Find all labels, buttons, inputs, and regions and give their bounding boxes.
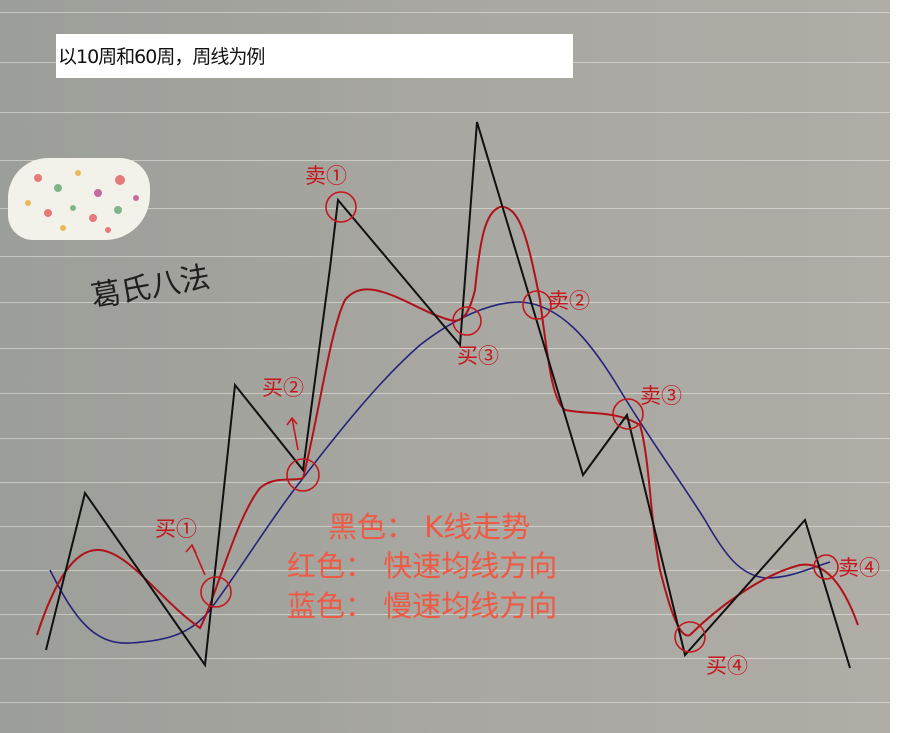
caption: 以10周和60周，周线为例 [58,46,265,68]
signal-circle-sell3 [612,398,644,430]
label-sell2: 卖② [548,289,590,313]
legend-blue: 蓝色： 慢速均线方向 [287,589,558,623]
signal-circle-buy2 [286,458,320,492]
label-sell4: 卖④ [838,556,880,580]
label-buy2: 买② [262,376,304,400]
signal-circle-buy4 [674,621,706,653]
legend-red: 红色： 快速均线方向 [287,549,558,583]
label-buy4: 买④ [706,654,748,678]
label-buy1: 买① [155,517,197,541]
arrow-buy1 [185,543,206,576]
legend-black: 黑色： K线走势 [328,510,531,544]
signal-circle-sell4 [813,554,839,580]
label-sell3: 卖③ [640,384,682,408]
chart-lines [36,121,859,669]
signal-circle-sell1 [325,191,357,223]
notebook-photo [0,0,890,733]
polka-dots [25,170,139,233]
label-buy3: 买③ [457,344,499,368]
signal-circle-buy1 [200,576,232,608]
signal-circle-buy3 [452,306,482,336]
label-sell1: 卖① [305,164,347,188]
polka-dot-sticker [8,158,150,240]
signal-circle-sell2 [522,290,552,320]
arrow-buy2 [286,416,299,451]
caption-box: 以10周和60周，周线为例 [56,34,573,78]
fast-ma-line [36,205,859,637]
k-line [45,121,851,669]
